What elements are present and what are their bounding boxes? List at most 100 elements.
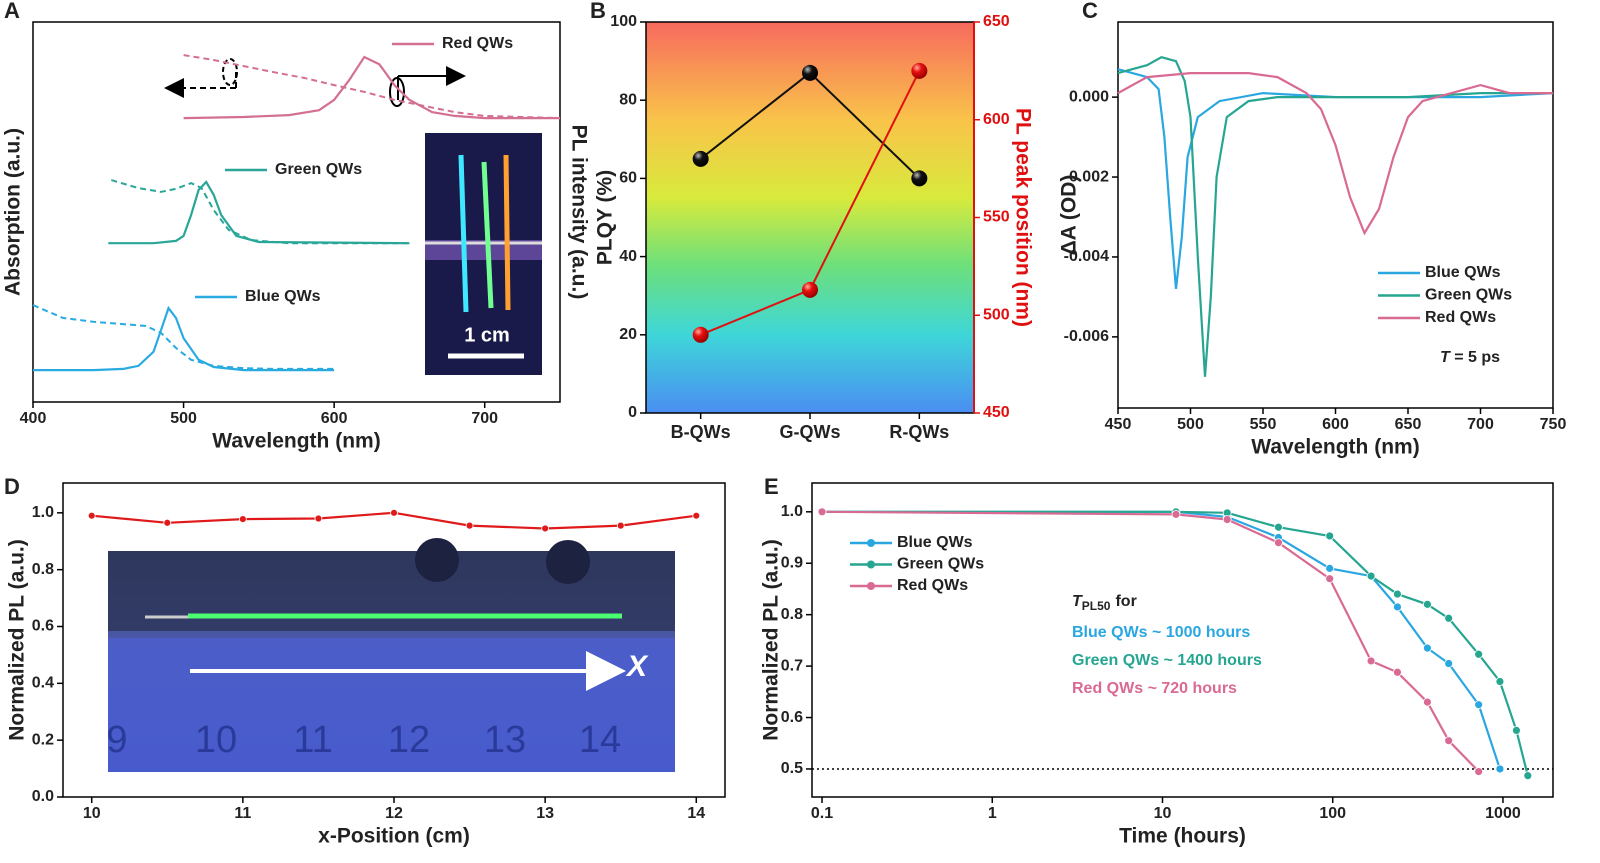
- annotation-subscript: PL50: [1082, 599, 1111, 613]
- data-point: [1325, 531, 1335, 541]
- y-tick-label: 20: [619, 326, 637, 343]
- data-point: [1495, 677, 1505, 686]
- data-point: [163, 518, 172, 527]
- legend-marker: [867, 539, 875, 547]
- data-point: [817, 507, 827, 517]
- y-tick-label: 1.0: [32, 504, 54, 521]
- data-point: [1274, 522, 1283, 532]
- data-point: [1423, 643, 1432, 653]
- legend-label: Blue QWs: [897, 534, 973, 551]
- data-point: [1495, 764, 1505, 774]
- series-line: [822, 510, 1529, 776]
- panel-letter: E: [764, 474, 779, 499]
- legend-label: Green QWs: [1425, 287, 1512, 304]
- annotation-line: Red QWs ~ 720 hours: [1072, 680, 1237, 697]
- data-point: [1474, 767, 1484, 776]
- x-tick-label: 750: [1540, 416, 1567, 433]
- data-point: [465, 521, 474, 530]
- panel-letter: C: [1082, 0, 1098, 23]
- data-point: [692, 150, 709, 167]
- x-tick-label: 600: [1322, 416, 1349, 433]
- x-axis-label: x-Position (cm): [318, 825, 470, 848]
- plot-background: [646, 22, 974, 413]
- x-axis-label: Wavelength (nm): [1251, 436, 1419, 459]
- data-point: [1274, 538, 1283, 548]
- series-line: [1117, 68, 1554, 290]
- y2-axis-label: PL peak position (nm): [1011, 108, 1034, 327]
- y-tick-label: 0.8: [32, 561, 54, 578]
- absorption-line: [32, 304, 335, 370]
- data-point: [1423, 697, 1432, 707]
- y2-tick-label: 500: [983, 306, 1010, 323]
- y-tick-label: 0.9: [781, 554, 803, 571]
- data-point: [314, 514, 323, 523]
- series-line: [1117, 72, 1553, 236]
- data-point: [911, 170, 928, 187]
- inset-axis-label: X: [625, 650, 649, 683]
- x-axis-label: Wavelength (nm): [212, 430, 380, 453]
- plot-frame: [32, 21, 561, 403]
- data-point: [1423, 599, 1432, 609]
- panel-letter: B: [590, 0, 606, 23]
- series-line: [1117, 56, 1553, 377]
- x-tick-label: 700: [471, 410, 498, 427]
- data-point: [616, 521, 625, 530]
- x-tick-label: 400: [20, 410, 47, 427]
- x-tick-label: 550: [1250, 416, 1277, 433]
- y-axis-label: PLQY (%): [594, 170, 617, 265]
- x-tick-label: R-QWs: [889, 422, 949, 442]
- y-axis-label: Absorption (a.u.): [2, 128, 25, 296]
- x-tick-label: 500: [1177, 416, 1204, 433]
- data-point: [1444, 736, 1454, 746]
- y-tick-label: 0.000: [1069, 88, 1109, 105]
- y-tick-label: 0.6: [781, 709, 803, 726]
- data-point: [1393, 589, 1402, 599]
- data-point: [1393, 667, 1402, 677]
- y2-tick-label: 550: [983, 209, 1010, 226]
- x-tick-label: 600: [321, 410, 348, 427]
- x-tick-label: 10: [1154, 805, 1172, 822]
- plot-frame: [811, 482, 1554, 798]
- y2-tick-label: 600: [983, 111, 1010, 128]
- annotation: TPL50 for: [1072, 593, 1137, 613]
- data-point: [238, 515, 247, 523]
- y-tick-label: 0: [628, 404, 637, 421]
- y-tick-label: -0.006: [1064, 328, 1109, 345]
- data-point: [1444, 613, 1454, 623]
- x-tick-label: 650: [1395, 416, 1422, 433]
- y2-tick-label: 650: [983, 13, 1010, 30]
- data-point: [1474, 700, 1484, 710]
- y-tick-label: 40: [619, 248, 637, 265]
- legend-marker: [867, 560, 875, 569]
- x-tick-label: 700: [1467, 416, 1494, 433]
- ruler-label: 10: [195, 719, 237, 761]
- y-tick-label: 0.6: [32, 618, 54, 635]
- data-point: [1171, 509, 1181, 519]
- series-line: [33, 305, 335, 372]
- y-tick-label: 80: [619, 91, 637, 108]
- ruler-label: 11: [293, 719, 332, 761]
- y-tick-label: 0.2: [32, 731, 54, 748]
- y-tick-label: -0.004: [1064, 248, 1109, 265]
- data-point: [1523, 771, 1533, 781]
- absorption-line: [183, 54, 561, 120]
- series-line: [183, 55, 560, 120]
- x-axis-label: Time (hours): [1119, 825, 1246, 848]
- inset-label: 1 cm: [464, 324, 510, 346]
- x-tick-label: 1000: [1485, 805, 1521, 822]
- data-point: [911, 62, 928, 79]
- data-point: [1444, 659, 1454, 668]
- annotation-line: Green QWs ~ 1400 hours: [1072, 652, 1262, 669]
- x-tick-label: 12: [385, 805, 403, 822]
- x-tick-label: G-QWs: [780, 422, 841, 442]
- data-point: [692, 511, 701, 520]
- ruler-label: 14: [579, 719, 621, 761]
- x-tick-label: 100: [1319, 805, 1346, 822]
- inset-photo: [425, 133, 542, 375]
- data-point: [1366, 571, 1376, 581]
- inset-photo: [108, 538, 675, 772]
- data-point: [1366, 656, 1376, 666]
- legend-label: Green QWs: [897, 556, 984, 573]
- annotation-line: Blue QWs ~ 1000 hours: [1072, 624, 1250, 641]
